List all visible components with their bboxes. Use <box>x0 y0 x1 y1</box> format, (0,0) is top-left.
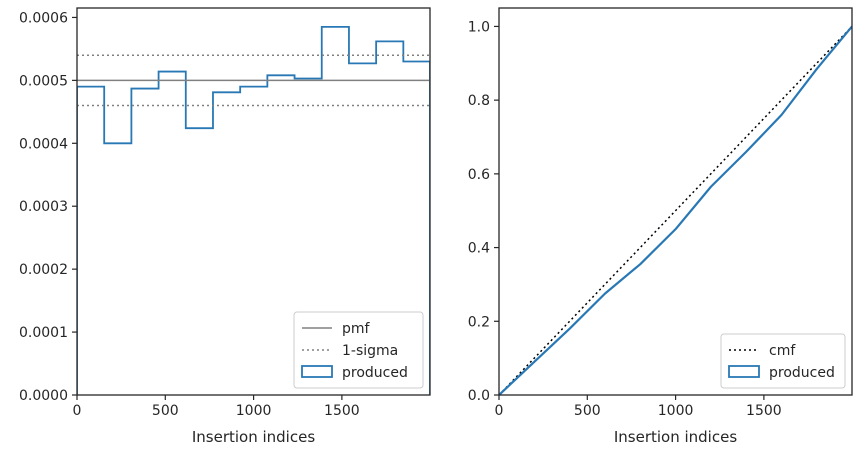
x-axis-label: Insertion indices <box>192 428 315 446</box>
x-tick-label: 1000 <box>658 403 694 419</box>
y-tick-label: 0.4 <box>468 241 490 257</box>
y-tick-label: 0.6 <box>468 167 490 183</box>
series-produced-line <box>499 25 852 395</box>
legend-swatch-produced <box>728 365 760 378</box>
series-produced-step <box>77 25 430 395</box>
y-tick-label: 0.0006 <box>19 10 68 26</box>
chart-panel-1: 0 500 1000 1500 0.0000 0.0001 0.0002 0.0003 0.00… <box>19 7 431 446</box>
x-tick-label: 1500 <box>746 403 782 419</box>
legend-label: pmf <box>342 321 371 337</box>
y-tick-label: 0.0002 <box>19 262 68 278</box>
y-tick-label: 0.0004 <box>19 136 68 152</box>
y-tick-label: 0.0001 <box>19 325 68 341</box>
x-tick-label: 0 <box>73 403 82 419</box>
legend-label: produced <box>769 365 835 381</box>
y-tick-label: 0.0000 <box>19 388 68 404</box>
y-tick-label: 0.2 <box>468 314 490 330</box>
y-tick-label: 0.8 <box>468 93 490 109</box>
legend-label: produced <box>342 365 408 381</box>
x-tick-label: 1000 <box>236 403 272 419</box>
chart-panel-2: 0 500 1000 1500 0.0 0.2 0.4 0.6 0.8 1.0 Insertion … <box>468 7 853 446</box>
legend-label: 1-sigma <box>342 343 398 359</box>
series-cmf-line <box>499 25 852 395</box>
x-axis-label: Insertion indices <box>614 428 737 446</box>
legend-box <box>720 333 846 389</box>
plot-area <box>499 25 852 395</box>
legend: pmf 1-sigma produced <box>293 311 424 389</box>
y-tick-label: 0.0 <box>468 388 490 404</box>
x-tick-label: 0 <box>495 403 504 419</box>
legend-label: cmf <box>769 343 796 359</box>
x-tick-label: 1500 <box>324 403 360 419</box>
y-tick-label: 1.0 <box>468 19 490 35</box>
y-tick-label: 0.0003 <box>19 199 68 215</box>
y-tick-label: 0.0005 <box>19 73 68 89</box>
x-tick-label: 500 <box>152 403 179 419</box>
plot-area <box>77 25 430 395</box>
legend-swatch-produced <box>301 365 333 378</box>
legend-box <box>293 311 424 389</box>
legend: cmf produced <box>720 333 846 389</box>
x-tick-label: 500 <box>574 403 601 419</box>
